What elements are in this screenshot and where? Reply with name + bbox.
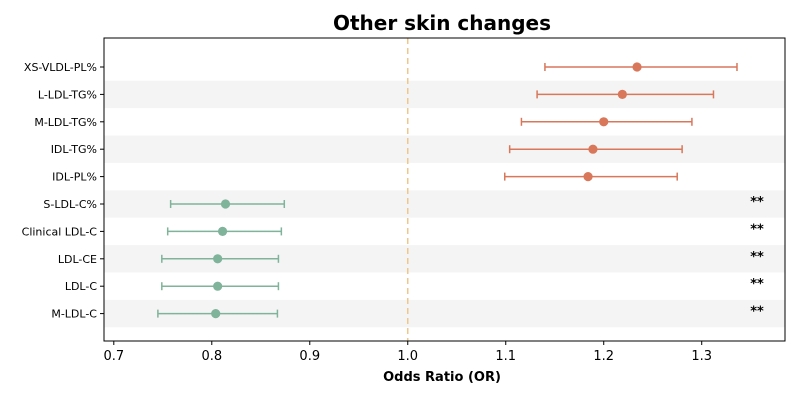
significance-markers: ** ** ** ** ** (750, 195, 764, 320)
x-tick-label: 0.8 (201, 349, 222, 364)
forest-row (161, 281, 280, 291)
forest-row (504, 172, 678, 182)
or-point (583, 172, 593, 182)
y-tick-label: LDL-CE (58, 253, 97, 266)
forest-row (169, 199, 286, 209)
significance-marker: ** (750, 305, 764, 320)
forest-row (520, 117, 693, 127)
significance-marker: ** (750, 277, 764, 292)
or-point (632, 62, 642, 72)
x-tick-label: 1.3 (691, 349, 712, 364)
or-point (588, 144, 598, 154)
forest-row (157, 309, 279, 319)
forest-row (166, 226, 283, 236)
x-tick-label: 0.9 (299, 349, 320, 364)
forest-row (536, 89, 715, 99)
or-point (617, 89, 627, 99)
x-tick-label: 0.7 (103, 349, 124, 364)
or-point (599, 117, 609, 127)
y-tick-label: IDL-TG% (51, 143, 97, 156)
y-tick-label: IDL-PL% (52, 171, 97, 184)
or-point (213, 281, 223, 291)
x-axis: 0.7 0.8 0.9 1.0 1.1 1.2 1.3 (103, 341, 712, 364)
y-tick-label: M-LDL-C (51, 308, 97, 321)
or-point (211, 309, 221, 319)
y-tick-label: Clinical LDL-C (22, 225, 98, 238)
x-tick-label: 1.2 (593, 349, 614, 364)
or-point (217, 226, 228, 236)
y-tick-label: L-LDL-TG% (38, 88, 97, 101)
y-axis: XS-VLDL-PL% L-LDL-TG% M-LDL-TG% IDL-TG% IDL-… (22, 61, 104, 321)
y-tick-label: LDL-C (65, 280, 98, 293)
x-tick-label: 1.1 (495, 349, 516, 364)
or-point (213, 254, 223, 264)
forest-row (161, 254, 280, 264)
plot-rows (157, 62, 738, 319)
significance-marker: ** (750, 195, 764, 210)
x-tick-label: 1.0 (397, 349, 418, 364)
y-tick-label: M-LDL-TG% (34, 116, 97, 129)
y-tick-label: XS-VLDL-PL% (24, 61, 97, 74)
y-tick-label: S-LDL-C% (43, 198, 97, 211)
forest-row (508, 144, 683, 154)
x-axis-label: Odds Ratio (OR) (383, 370, 501, 385)
or-point (220, 199, 231, 209)
chart-title: Other skin changes (333, 11, 551, 35)
significance-marker: ** (750, 250, 764, 265)
significance-marker: ** (750, 222, 764, 237)
plot-frame (103, 37, 786, 342)
forest-row (544, 62, 738, 72)
